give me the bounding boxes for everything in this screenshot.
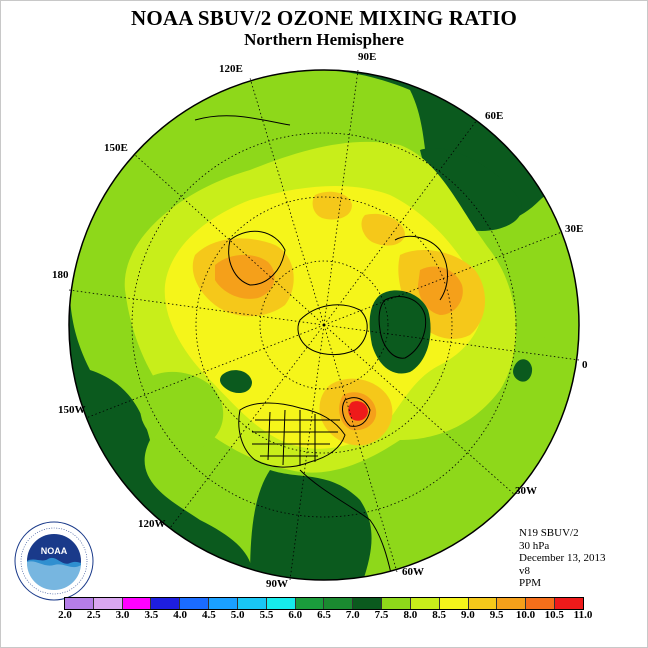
colorbar-ticks: 2.0 2.5 3.0 3.5 4.0 4.5 5.0 5.5 6.0 6.5 7.0 7.5 8.0 8… bbox=[0, 609, 648, 623]
colorbar-tick-label: 7.0 bbox=[345, 609, 360, 621]
colorbar-tick-label: 2.0 bbox=[58, 609, 72, 621]
info-level: 30 hPa bbox=[519, 539, 550, 552]
colorbar-swatch bbox=[237, 598, 267, 609]
colorbar-tick-label: 3.5 bbox=[144, 609, 159, 621]
colorbar-tick-label: 6.5 bbox=[317, 609, 331, 621]
page-subtitle: Northern Hemisphere bbox=[244, 30, 404, 49]
colorbar-swatch bbox=[468, 598, 498, 609]
colorbar-swatch bbox=[266, 598, 296, 609]
lon-label-120e: 120E bbox=[219, 63, 243, 75]
coastlines bbox=[194, 115, 448, 580]
lon-label-60w: 60W bbox=[402, 566, 424, 578]
colorbar-tick-label: 4.0 bbox=[173, 609, 187, 621]
colorbar-swatch bbox=[151, 598, 181, 609]
graticule bbox=[68, 69, 580, 581]
lon-label-180: 180 bbox=[52, 269, 69, 281]
colorbar-tick-label: 8.5 bbox=[432, 609, 446, 621]
info-satellite: N19 SBUV/2 bbox=[519, 527, 579, 539]
info-block: N19 SBUV/2 30 hPa December 13, 2013 v8 P… bbox=[519, 527, 605, 590]
colorbar-swatch bbox=[382, 598, 411, 609]
colorbar-tick-label: 4.5 bbox=[202, 609, 216, 621]
svg-text:NOAA: NOAA bbox=[41, 546, 68, 556]
colorbar-swatch bbox=[180, 598, 210, 609]
colorbar-swatch bbox=[497, 598, 527, 609]
lon-label-90e: 90E bbox=[358, 51, 377, 63]
lon-label-150e: 150E bbox=[104, 142, 128, 154]
colorbar-tick-label: 10.0 bbox=[515, 609, 536, 621]
lon-label-120w: 120W bbox=[138, 518, 166, 530]
colorbar-swatch bbox=[93, 598, 123, 609]
map-border bbox=[68, 69, 580, 581]
colorbar-swatch bbox=[555, 598, 583, 609]
colorbar-swatch bbox=[439, 598, 469, 609]
noaa-logo: NOAA bbox=[14, 521, 94, 601]
colorbar-tick-label: 3.0 bbox=[115, 609, 130, 621]
info-date: December 13, 2013 bbox=[519, 552, 606, 565]
colorbar-swatch bbox=[526, 598, 556, 609]
colorbar-swatch bbox=[410, 598, 440, 609]
lon-label-90w: 90W bbox=[266, 578, 288, 590]
colorbar-tick-label: 9.5 bbox=[489, 609, 504, 621]
colorbar-tick-label: 5.0 bbox=[230, 609, 245, 621]
colorbar-swatch bbox=[122, 598, 152, 609]
colorbar-swatch bbox=[65, 598, 94, 609]
colorbar-tick-label: 6.0 bbox=[288, 609, 303, 621]
colorbar-tick-label: 10.5 bbox=[544, 609, 564, 621]
colorbar-tick-label: 9.0 bbox=[461, 609, 475, 621]
colorbar-swatch bbox=[353, 598, 383, 609]
lon-label-0: 0 bbox=[582, 359, 588, 371]
colorbar-swatch bbox=[324, 598, 354, 609]
info-units: PPM bbox=[519, 577, 542, 590]
colorbar-swatch bbox=[209, 598, 238, 609]
colorbar-tick-label: 2.5 bbox=[86, 609, 101, 621]
colorbar-tick-label: 11.0 bbox=[573, 609, 593, 621]
colorbar-swatch bbox=[295, 598, 325, 609]
colorbar-tick-label: 5.5 bbox=[259, 609, 274, 621]
info-version: v8 bbox=[519, 564, 530, 577]
lon-label-30e: 30E bbox=[565, 223, 584, 235]
colorbar-tick-label: 7.5 bbox=[374, 609, 389, 621]
lon-label-30w: 30W bbox=[515, 485, 537, 497]
colorbar-tick-label: 8.0 bbox=[403, 609, 418, 621]
lon-label-60e: 60E bbox=[485, 110, 504, 122]
page-title: NOAA SBUV/2 OZONE MIXING RATIO bbox=[131, 6, 517, 30]
lon-label-150w: 150W bbox=[58, 404, 86, 416]
colorbar bbox=[64, 597, 584, 610]
